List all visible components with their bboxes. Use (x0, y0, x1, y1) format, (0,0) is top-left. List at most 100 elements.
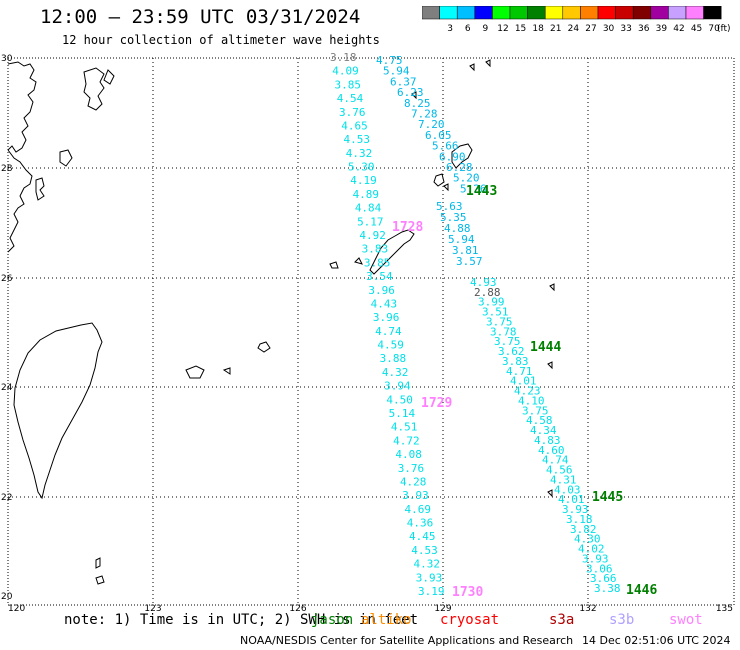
wave-height-label: 3.66 (590, 572, 617, 585)
colorbar-swatch (580, 6, 599, 20)
colorbar-swatch (615, 6, 634, 20)
colorbar-tick-label: 24 (568, 24, 580, 34)
kyushu-coast (7, 61, 37, 153)
island-chain-2 (103, 69, 115, 85)
wave-height-label: 3.38 (594, 582, 621, 595)
wave-height-label: 3.93 (402, 489, 429, 502)
wave-height-label: 3.19 (418, 585, 445, 598)
wave-height-label: 2.88 (474, 286, 501, 299)
wave-height-label: 5.17 (357, 215, 384, 228)
tokara-island-2 (443, 183, 449, 192)
wave-height-label: 3.76 (398, 462, 425, 475)
colorbar-swatch (509, 6, 528, 20)
wave-height-label: 6.90 (439, 150, 466, 163)
wave-height-label: 5.30 (348, 161, 375, 174)
colorbar-swatch (597, 6, 616, 20)
amami-coast (451, 143, 473, 169)
wave-height-label: 3.85 (335, 78, 362, 91)
colorbar-swatch (562, 6, 581, 20)
island-chain-1 (83, 67, 105, 111)
colorbar-tick-label: 30 (603, 24, 615, 34)
ishigaki-coast (185, 365, 205, 379)
wave-height-label: 3.83 (362, 243, 389, 256)
timestamp-text: 14 Dec 02:51:06 UTC 2024 (582, 634, 731, 647)
colorbar-swatch (527, 6, 546, 20)
wave-height-label: 5.35 (440, 211, 467, 224)
colorbar-tick-label: 21 (550, 24, 561, 34)
yonaguni-coast (222, 367, 231, 375)
colorbar-tick-label: 42 (673, 24, 684, 34)
colorbar-swatch (422, 6, 440, 20)
wave-height-label: 6.05 (425, 129, 452, 142)
colorbar-tick-label: 27 (585, 24, 596, 34)
wave-height-label: 4.28 (400, 475, 427, 488)
taiwan-coast (13, 322, 103, 500)
wave-height-label: 4.32 (382, 366, 409, 379)
wave-height-label: 3.75 (494, 335, 521, 348)
colorbar-tick-label: 45 (691, 24, 702, 34)
wave-height-label: 3.54 (366, 270, 393, 283)
colorbar-unit-label: (ft) (717, 24, 731, 34)
japan-inner-coast (35, 177, 45, 201)
time-label: 1444 (530, 340, 561, 355)
island-south-1 (95, 557, 101, 569)
island-east-3 (485, 59, 491, 68)
wave-height-label: 3.83 (502, 355, 529, 368)
time-label: 1445 (592, 490, 623, 505)
lat-tick-label: 22 (1, 493, 12, 503)
wave-height-label: 4.58 (526, 414, 553, 427)
time-label: 1730 (452, 585, 483, 600)
wave-height-label: 4.84 (355, 202, 382, 215)
footer-note: note: 1) Time is in UTC; 2) SWH is in fe… (64, 612, 419, 628)
wave-height-label: 3.51 (482, 306, 509, 319)
colorbar-swatch (439, 6, 458, 20)
wave-height-label: 4.36 (407, 517, 434, 530)
wave-height-label: 4.08 (395, 448, 422, 461)
colorbar-swatch (703, 6, 722, 20)
legend-item-altiko: altiko (361, 612, 412, 628)
legend-item-s3b: s3b (609, 612, 635, 628)
wave-height-label: 3.75 (522, 404, 549, 417)
wave-height-label: 3.18 (330, 51, 357, 64)
island-east-2 (469, 63, 475, 72)
colorbar-tick-label: 9 (482, 24, 488, 34)
axis-ticks: 120 123 126 129 132 135 30 28 26 24 22 20 (1, 54, 733, 614)
okinawa-coast (369, 229, 415, 275)
wave-height-label: 3.76 (339, 106, 366, 119)
tokara-island-1 (433, 173, 445, 187)
wave-height-label: 6.23 (397, 86, 424, 99)
wave-height-label: 4.56 (546, 464, 573, 477)
lon-tick-label: 126 (289, 604, 306, 614)
wave-height-label: 4.71 (506, 365, 533, 378)
wave-height-label: 3.99 (478, 296, 505, 309)
colorbar-tick-label: 6 (465, 24, 471, 34)
wave-height-label: 3.94 (384, 380, 411, 393)
wave-height-label: 4.92 (359, 229, 386, 242)
wave-height-label: 3.18 (566, 513, 593, 526)
wave-height-label: 7.28 (411, 108, 438, 121)
wave-height-label: 3.82 (570, 523, 597, 536)
page-title: 12:00 – 23:59 UTC 03/31/2024 (40, 6, 361, 28)
wave-height-label: 4.60 (538, 444, 565, 457)
wave-height-label: 3.75 (486, 315, 513, 328)
legend-item-cryosat: cryosat (440, 612, 500, 628)
time-label: 1446 (626, 583, 657, 598)
wave-height-label: 4.74 (542, 454, 569, 467)
wave-height-label: 3.78 (490, 325, 517, 338)
wave-height-label: 4.02 (578, 543, 605, 556)
wave-height-label: 4.23 (514, 385, 541, 398)
lat-tick-label: 26 (1, 274, 13, 284)
altimeter-tracks: 4.755.946.376.238.257.287.206.055.666.90… (330, 51, 621, 598)
wave-height-label: 6.28 (446, 161, 473, 174)
wave-height-label: 4.69 (404, 503, 431, 516)
wave-height-label: 4.51 (391, 421, 418, 434)
wave-height-label: 3.93 (416, 571, 443, 584)
colorbar-swatch (544, 6, 564, 20)
wave-height-label: 5.26 (460, 182, 487, 195)
legend-item-jason: jason (311, 612, 354, 628)
coastline (7, 59, 555, 585)
wave-height-label: 4.09 (332, 65, 359, 78)
lon-tick-label: 129 (434, 604, 451, 614)
wave-height-label: 4.74 (375, 325, 402, 338)
wave-height-label: 5.66 (432, 140, 459, 153)
